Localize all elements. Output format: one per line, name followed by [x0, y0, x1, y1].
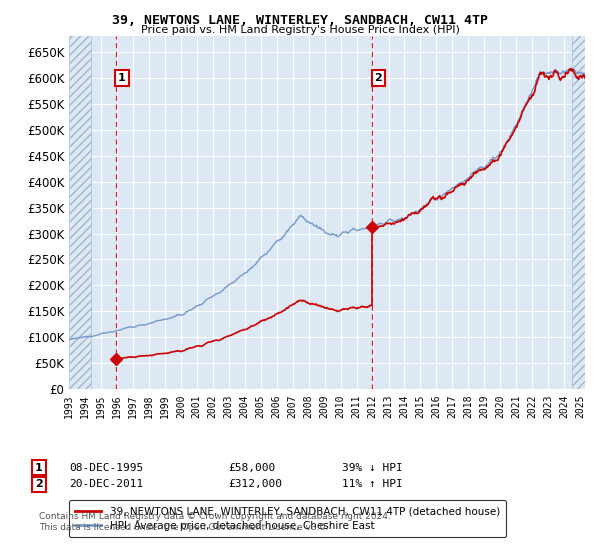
Text: 20-DEC-2011: 20-DEC-2011: [69, 479, 143, 489]
Text: 2: 2: [374, 73, 382, 83]
Text: 1: 1: [35, 463, 43, 473]
Text: £58,000: £58,000: [228, 463, 275, 473]
Text: 11% ↑ HPI: 11% ↑ HPI: [342, 479, 403, 489]
Text: 1: 1: [118, 73, 126, 83]
Text: 2: 2: [35, 479, 43, 489]
Text: £312,000: £312,000: [228, 479, 282, 489]
Text: Contains HM Land Registry data © Crown copyright and database right 2024.
This d: Contains HM Land Registry data © Crown c…: [39, 512, 391, 532]
Text: 39% ↓ HPI: 39% ↓ HPI: [342, 463, 403, 473]
Text: 39, NEWTONS LANE, WINTERLEY, SANDBACH, CW11 4TP: 39, NEWTONS LANE, WINTERLEY, SANDBACH, C…: [112, 14, 488, 27]
Text: Price paid vs. HM Land Registry's House Price Index (HPI): Price paid vs. HM Land Registry's House …: [140, 25, 460, 35]
Text: 08-DEC-1995: 08-DEC-1995: [69, 463, 143, 473]
Legend: 39, NEWTONS LANE, WINTERLEY, SANDBACH, CW11 4TP (detached house), HPI: Average p: 39, NEWTONS LANE, WINTERLEY, SANDBACH, C…: [69, 500, 506, 537]
